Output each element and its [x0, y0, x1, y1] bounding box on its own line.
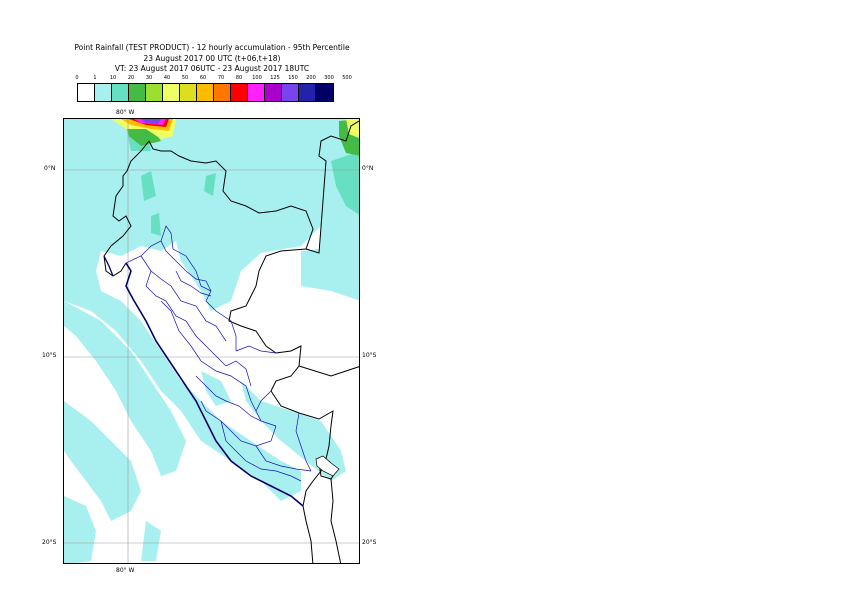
legend-swatch [316, 84, 333, 101]
lat-label-10s-right: 10°S [362, 352, 377, 359]
title-line-2: 23 August 2017 00 UTC (t+06,t+18) [143, 54, 281, 63]
rainfall-map [63, 118, 360, 564]
legend-threshold-label: 500 [342, 75, 352, 81]
lon-label-bottom: 80° W [116, 567, 135, 574]
lat-label-0-left: 0°N [44, 165, 56, 172]
legend-threshold-label: 100 [252, 75, 262, 81]
rain-shading-light [64, 119, 359, 563]
lat-label-20s-right: 20°S [362, 539, 377, 546]
legend-threshold-label: 30 [145, 75, 153, 81]
legend-swatch [129, 84, 146, 101]
legend-threshold-label: 80 [235, 75, 243, 81]
legend-threshold-label: 125 [270, 75, 280, 81]
coastline-north [103, 255, 114, 277]
legend-threshold-labels: 0 1 10 20 30 40 50 60 70 80 100 125 150 200 300 500 [70, 75, 360, 85]
coastline [125, 262, 304, 507]
country-borders [103, 120, 359, 563]
legend-swatch [214, 84, 231, 101]
legend-threshold-label: 200 [306, 75, 316, 81]
legend-swatch [95, 84, 112, 101]
lat-label-0-right: 0°N [362, 165, 374, 172]
legend-threshold-label: 50 [181, 75, 189, 81]
legend-threshold-label: 20 [127, 75, 135, 81]
map-svg [64, 119, 359, 563]
legend-swatch [197, 84, 214, 101]
department-borders [125, 225, 312, 482]
legend-threshold-label: 300 [324, 75, 334, 81]
title-line-3: VT: 23 August 2017 06UTC - 23 August 201… [114, 64, 310, 73]
legend-swatch [282, 84, 299, 101]
legend-swatch [180, 84, 197, 101]
legend-threshold-label: 150 [288, 75, 298, 81]
legend-swatch [231, 84, 248, 101]
legend-swatch [112, 84, 129, 101]
lat-label-10s-left: 10°S [42, 352, 57, 359]
legend-threshold-label: 70 [217, 75, 225, 81]
lat-label-20s-left: 20°S [42, 539, 57, 546]
legend-threshold-label: 0 [75, 75, 79, 81]
lon-label-top: 80° W [116, 109, 135, 116]
legend-threshold-label: 10 [109, 75, 117, 81]
legend-threshold-label: 60 [199, 75, 207, 81]
legend-swatch [248, 84, 265, 101]
legend-swatch [265, 84, 282, 101]
legend-swatch [78, 84, 95, 101]
rain-shading-purple [141, 119, 161, 124]
legend-swatch [163, 84, 180, 101]
legend-threshold-label: 1 [93, 75, 97, 81]
legend-threshold-label: 40 [163, 75, 171, 81]
legend-swatch [146, 84, 163, 101]
lake-titicaca [315, 455, 340, 477]
color-legend [77, 83, 334, 102]
legend-swatch [299, 84, 316, 101]
title-line-1: Point Rainfall (TEST PRODUCT) - 12 hourl… [74, 43, 350, 52]
